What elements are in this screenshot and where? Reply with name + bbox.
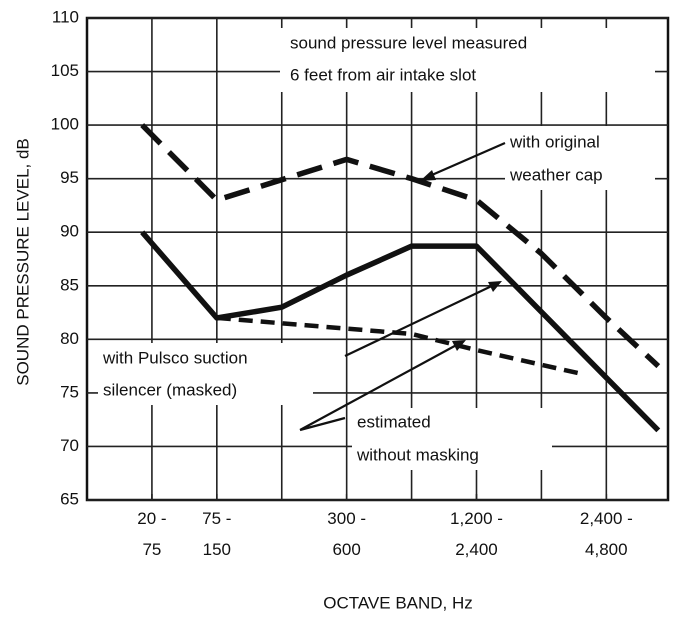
annotation-bg: [280, 28, 655, 92]
y-tick-label: 75: [60, 382, 79, 401]
series-line: [140, 230, 661, 433]
x-axis-label: OCTAVE BAND, Hz: [323, 593, 473, 612]
y-tick-label: 80: [60, 329, 79, 348]
annotation: sound pressure level measured: [290, 33, 527, 52]
x-tick-label-line: 1,200 -: [450, 509, 503, 528]
annotation: 6 feet from air intake slot: [290, 65, 476, 84]
x-tick-label-line: 75 -: [202, 509, 231, 528]
x-tick-label: 20 - 75: [137, 509, 166, 559]
x-tick-label: 300 - 600: [327, 509, 366, 559]
annotation-bg: [352, 408, 552, 470]
annotation: weather cap: [509, 165, 603, 184]
y-tick-label: 110: [52, 7, 79, 26]
y-tick-label: 65: [60, 489, 79, 508]
x-tick-label-line: 150: [203, 540, 231, 559]
x-tick-label: 2,400 - 4,800: [580, 509, 633, 559]
series-line: [140, 123, 661, 369]
y-tick-label: 95: [60, 168, 79, 187]
series-line: [216, 315, 581, 376]
arrowhead: [420, 170, 436, 181]
arrowhead: [488, 281, 502, 292]
x-tick-label-line: 75: [142, 540, 161, 559]
y-tick-label: 85: [60, 275, 79, 294]
x-tick-label-line: 2,400 -: [580, 509, 633, 528]
y-tick-label: 100: [51, 115, 79, 134]
series-lines: [140, 123, 661, 433]
annotation: with original: [509, 132, 600, 151]
arrow: [344, 282, 499, 357]
annotation: with Pulsco suction: [102, 348, 248, 367]
annotation-bg: [98, 343, 313, 405]
annotation-bg: [505, 126, 655, 190]
x-tick-label-line: 600: [332, 540, 360, 559]
x-tick-label-line: 2,400: [455, 540, 498, 559]
x-tick-label-line: 4,800: [585, 540, 628, 559]
arrow: [424, 141, 506, 180]
y-tick-label: 105: [51, 61, 79, 80]
arrow: [299, 341, 463, 432]
y-tick-label: 90: [60, 222, 79, 241]
annotation-boxes: [98, 28, 655, 470]
annotation: without masking: [356, 445, 479, 464]
x-tick-label-line: 20 -: [137, 509, 166, 528]
x-tick-label: 75 - 150: [202, 509, 231, 559]
annotation: estimated: [357, 412, 431, 431]
y-axis-label: SOUND PRESSURE LEVEL, dB: [13, 138, 32, 386]
y-tick-label: 70: [60, 436, 79, 455]
x-tick-label: 1,200 - 2,400: [450, 509, 503, 559]
annotation-arrows: [299, 141, 506, 432]
annotation: silencer (masked): [103, 380, 237, 399]
x-tick-label-line: 300 -: [327, 509, 366, 528]
arrowhead: [452, 340, 466, 351]
